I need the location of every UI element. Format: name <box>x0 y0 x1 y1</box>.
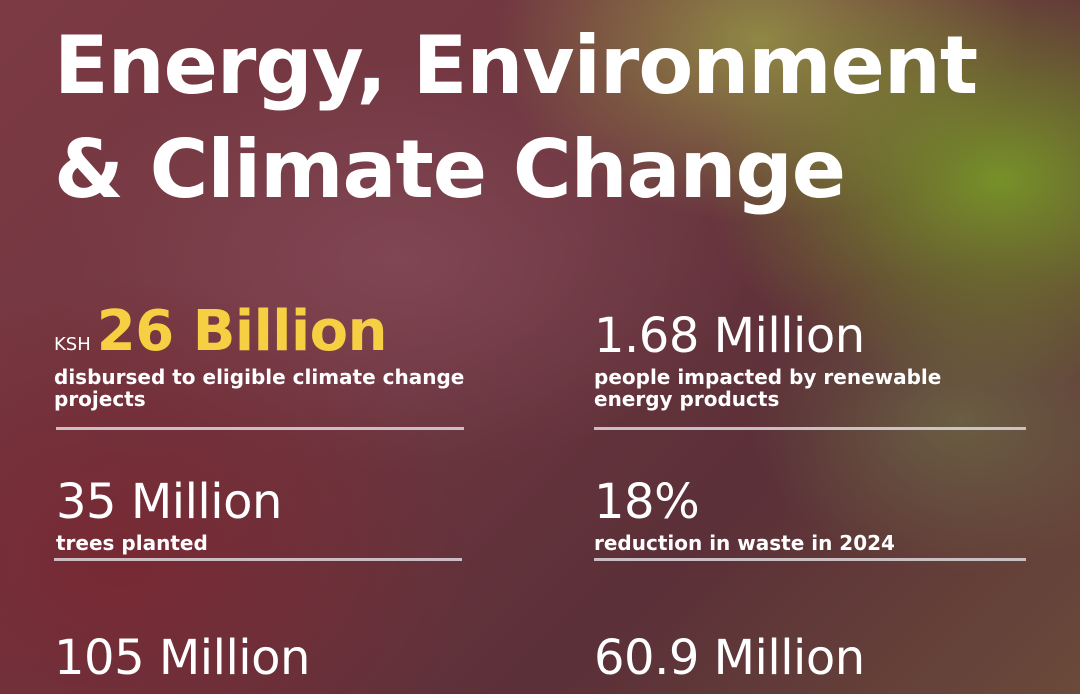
stat-climate-funds: KSH 26 Billion disbursed to eligible clim… <box>54 304 486 411</box>
divider-row1-left <box>56 427 464 430</box>
divider-row2-left <box>54 558 462 561</box>
title-line-2: & Climate Change <box>54 123 846 216</box>
stat-value: 105 Million <box>54 630 310 686</box>
divider-row1-right <box>594 427 1026 430</box>
stat-water: 105 Million <box>54 634 486 682</box>
stat-waste: 18% reduction in waste in 2024 <box>594 478 1026 554</box>
stat-value: 1.68 Million <box>594 308 865 364</box>
title-line-1: Energy, Environment <box>54 19 978 112</box>
stat-trees: 35 Million trees planted <box>56 478 488 554</box>
stat-renewable: 1.68 Million people impacted by renewabl… <box>594 312 1026 410</box>
stat-value-highlight: 26 Billion <box>96 299 388 364</box>
divider-row2-right <box>594 558 1026 561</box>
currency-prefix: KSH <box>54 334 91 355</box>
stat-description: people impacted by renewable energy prod… <box>594 365 942 411</box>
stat-description: disbursed to eligible climate change pro… <box>54 365 465 411</box>
stat-description: trees planted <box>56 531 208 555</box>
stat-value: 35 Million <box>56 474 282 530</box>
stat-value: 18% <box>594 474 700 530</box>
stat-value: 60.9 Million <box>594 630 865 686</box>
stat-description: reduction in waste in 2024 <box>594 531 895 555</box>
page-title: Energy, Environment & Climate Change <box>54 14 978 222</box>
stat-carbon: 60.9 Million <box>594 634 1026 682</box>
